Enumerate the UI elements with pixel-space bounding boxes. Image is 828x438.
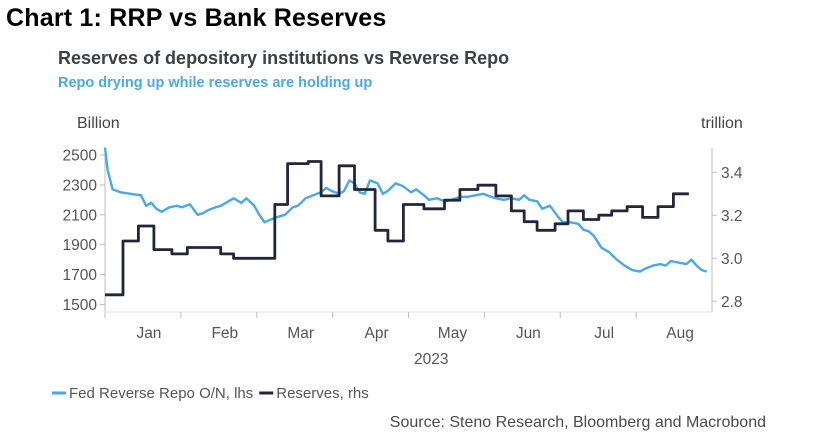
series-line-rrp bbox=[103, 147, 708, 273]
page-header: Chart 1: RRP vs Bank Reserves bbox=[6, 4, 387, 32]
left-tick-label: 2100 bbox=[63, 207, 98, 224]
x-tick-label: Mar bbox=[287, 325, 314, 342]
source-note: Source: Steno Research, Bloomberg and Ma… bbox=[389, 414, 766, 431]
x-tick-label: Jul bbox=[594, 325, 614, 342]
x-tick-label: Jan bbox=[136, 325, 161, 342]
chart-subtitle: Repo drying up while reserves are holdin… bbox=[58, 75, 373, 91]
right-axis-label: trillion bbox=[701, 115, 743, 132]
axes: 1500 1700 1900 2100 2300 2500 2.8 3.0 3.2 3.4 Jan F… bbox=[63, 147, 743, 368]
left-axis-label: Billion bbox=[77, 115, 120, 132]
right-tick-label: 3.0 bbox=[721, 251, 743, 268]
series-line-reserves bbox=[105, 160, 689, 297]
right-tick-label: 3.2 bbox=[721, 208, 743, 225]
legend: Fed Reverse Repo O/N, lhs Reserves, rhs bbox=[52, 385, 369, 402]
left-tick-label: 2500 bbox=[63, 147, 98, 164]
legend-label: Fed Reverse Repo O/N, lhs bbox=[69, 385, 253, 402]
x-tick-label: Aug bbox=[666, 325, 694, 342]
left-tick-label: 1500 bbox=[63, 297, 98, 314]
x-tick-label: May bbox=[438, 325, 468, 342]
chart-title: Reserves of depository institutions vs R… bbox=[58, 48, 510, 68]
series-layer bbox=[103, 147, 708, 297]
legend-label: Reserves, rhs bbox=[276, 385, 369, 402]
left-tick-label: 2300 bbox=[63, 177, 98, 194]
x-tick-label: Apr bbox=[365, 325, 389, 342]
left-tick-label: 1700 bbox=[63, 267, 98, 284]
right-tick-label: 3.4 bbox=[721, 165, 743, 182]
x-tick-label: Jun bbox=[516, 325, 541, 342]
left-tick-label: 1900 bbox=[63, 237, 98, 254]
x-tick-label: Feb bbox=[211, 325, 238, 342]
x-year-label: 2023 bbox=[414, 351, 448, 368]
right-tick-label: 2.8 bbox=[721, 294, 743, 311]
